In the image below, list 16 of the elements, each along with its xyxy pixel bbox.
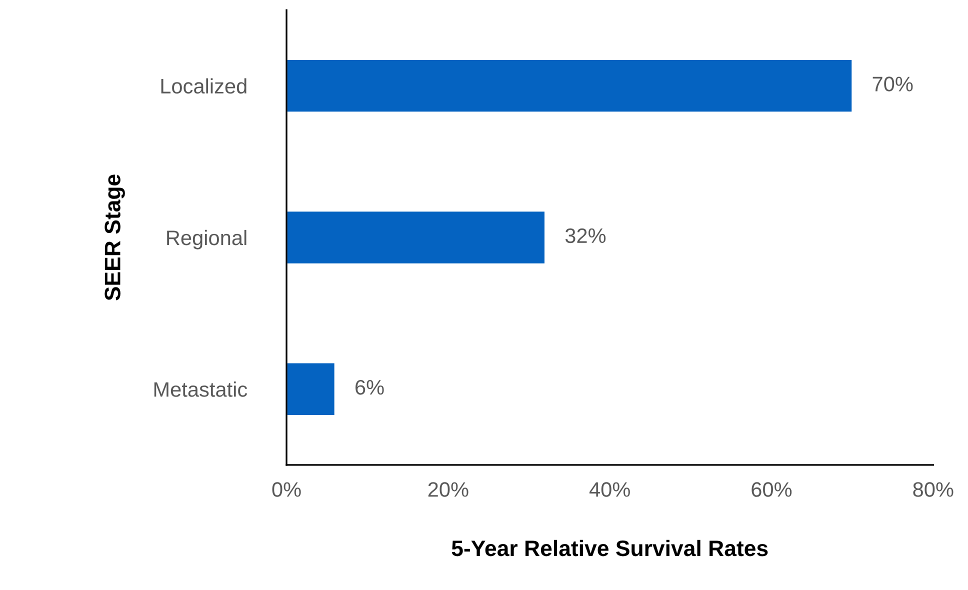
y-tick-label: Regional (167, 230, 246, 250)
y-tick-label: Localized (161, 78, 246, 94)
bar (286, 362, 336, 416)
bar (286, 210, 546, 265)
x-tick-label: 40% (589, 482, 630, 497)
x-tick-label: 0% (272, 482, 301, 497)
data-label: 6% (356, 380, 384, 395)
data-label: 70% (872, 76, 913, 92)
x-tick-label: 80% (913, 482, 954, 497)
y-axis-title: SEER Stage (104, 174, 125, 300)
x-tick-label: 20% (428, 482, 468, 497)
bar (286, 58, 854, 114)
x-tick-label: 60% (752, 482, 792, 497)
y-tick-label: Metastatic (154, 382, 248, 397)
x-axis-title: 5-Year Relative Survival Rates (452, 540, 768, 556)
data-label: 32% (565, 228, 606, 244)
